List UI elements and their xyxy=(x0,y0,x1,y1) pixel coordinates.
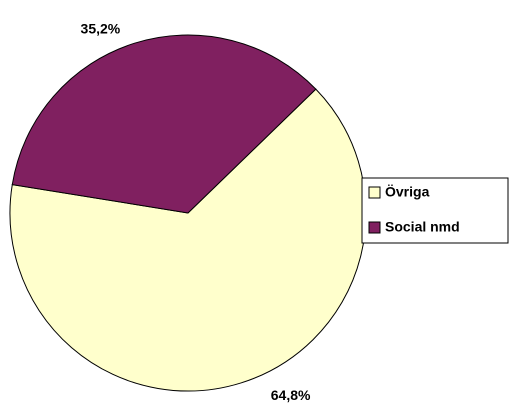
data-label: 64,8% xyxy=(271,387,311,403)
legend-swatch xyxy=(368,221,381,234)
legend-swatch xyxy=(368,186,381,199)
data-label: 35,2% xyxy=(81,21,121,37)
legend-label: Social nmd xyxy=(385,219,460,235)
legend-label: Övriga xyxy=(385,184,430,200)
pie-slice xyxy=(11,34,317,214)
pie xyxy=(9,34,367,392)
legend-box xyxy=(361,177,509,244)
